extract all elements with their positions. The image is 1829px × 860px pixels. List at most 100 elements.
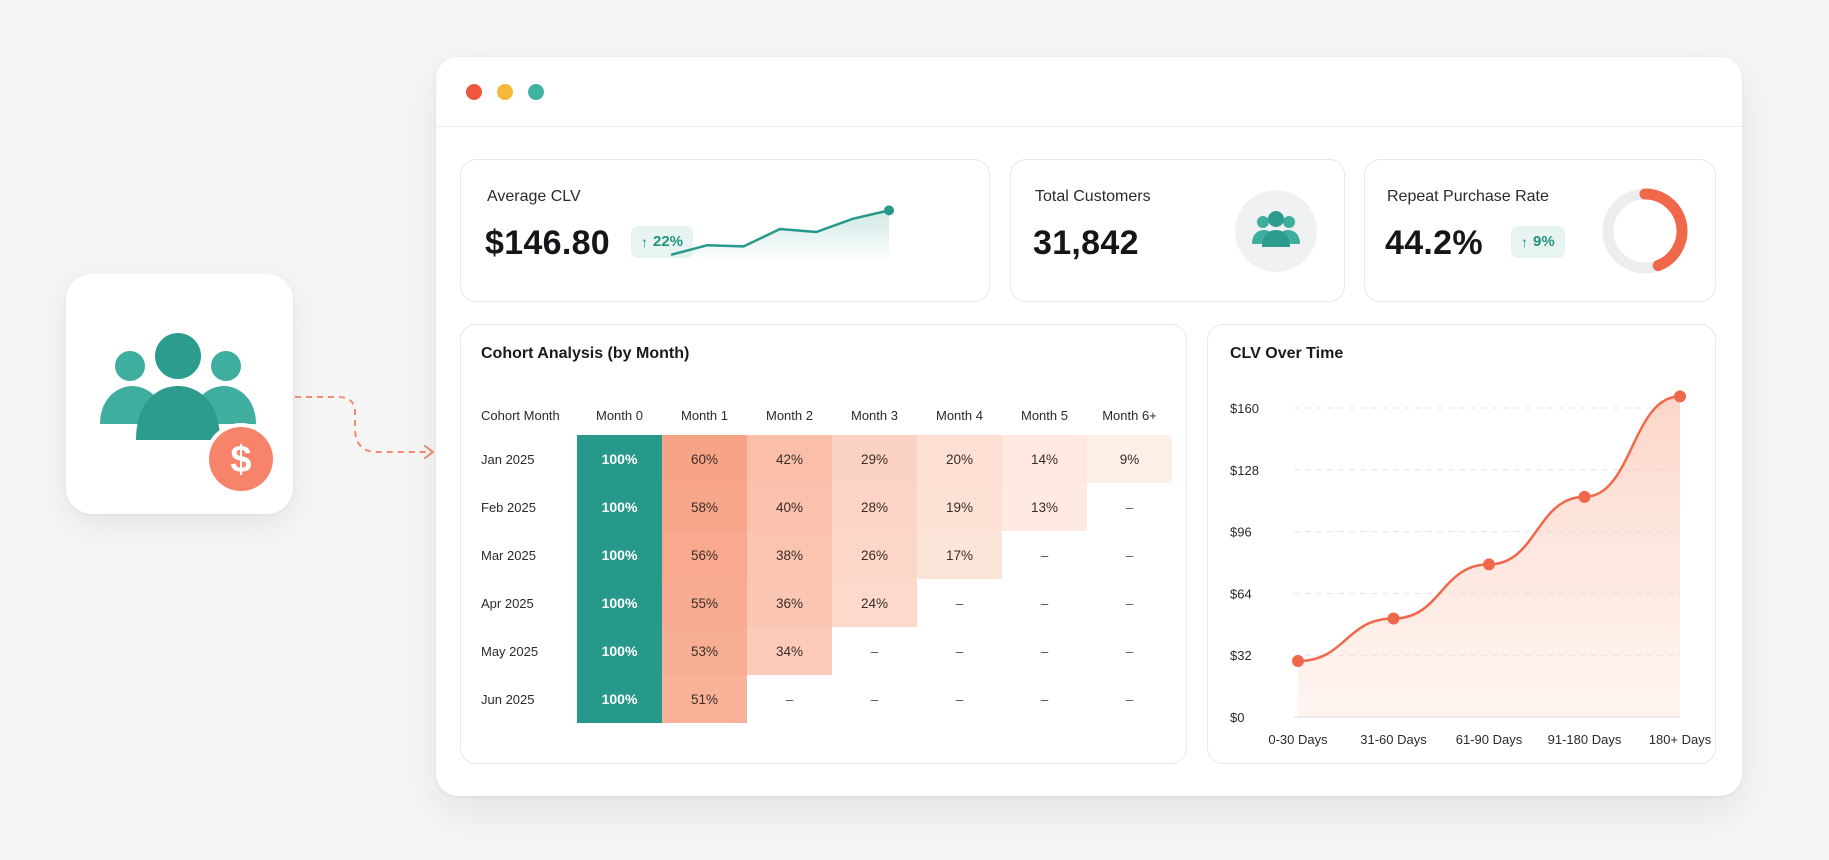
total-customers-card: Total Customers 31,842 <box>1010 159 1345 302</box>
cohort-cell: 9% <box>1087 435 1172 483</box>
cohort-header-row: Cohort Month Month 0 Month 1 Month 2 Month 3… <box>481 395 1172 435</box>
cohort-cell: – <box>870 691 879 707</box>
average-clv-label: Average CLV <box>487 188 581 205</box>
cohort-cell: 100% <box>577 483 662 531</box>
cohort-cell: 58% <box>662 483 747 531</box>
clv-chart-title: CLV Over Time <box>1230 345 1344 362</box>
cohort-cell: 29% <box>832 435 917 483</box>
people-icon <box>1252 211 1300 247</box>
dashboard-window: Average CLV $146.80 ↑ 22% Total Customer… <box>436 57 1742 796</box>
y-tick-label: $0 <box>1230 710 1244 725</box>
cohort-cell: 40% <box>747 483 832 531</box>
cohort-cell: 36% <box>747 579 832 627</box>
y-tick-label: $64 <box>1230 586 1252 601</box>
cohort-row: May 2025 100% 53% 34% – – – – <box>481 627 1172 675</box>
cohort-row: Jun 2025 100% 51% – – – – – <box>481 675 1172 723</box>
window-titlebar <box>436 57 1742 127</box>
cohort-column-header: Cohort Month <box>481 407 560 423</box>
cohort-row-label: Mar 2025 <box>481 547 536 563</box>
cohort-column-header: Month 0 <box>596 407 643 423</box>
cohort-cell: 100% <box>577 627 662 675</box>
cohort-cell: – <box>1040 643 1049 659</box>
cohort-cell: 42% <box>747 435 832 483</box>
cohort-cell: 100% <box>577 579 662 627</box>
cohort-cell: 53% <box>662 627 747 675</box>
dollar-symbol: $ <box>230 439 251 481</box>
cohort-cell: 26% <box>832 531 917 579</box>
minimize-window-button[interactable] <box>497 84 513 100</box>
maximize-window-button[interactable] <box>528 84 544 100</box>
cohort-row: Mar 2025 100% 56% 38% 26% 17% – – <box>481 531 1172 579</box>
clv-point <box>1483 558 1495 571</box>
cohort-cell: 24% <box>832 579 917 627</box>
y-tick-label: $160 <box>1230 401 1259 416</box>
cohort-cell: 51% <box>662 675 747 723</box>
ring-progress <box>1639 188 1688 272</box>
people-icon-circle <box>1235 190 1317 272</box>
connector-arrow <box>295 396 434 459</box>
average-clv-change: 22% <box>653 233 684 250</box>
repeat-purchase-rate-value: 44.2% <box>1385 224 1483 262</box>
app-icon-tile[interactable]: $ <box>66 274 293 514</box>
clv-over-time-card: CLV Over Time $0 $32 $64 $96 $128 $160 0-30 Da… <box>1207 324 1716 764</box>
cohort-cell: 60% <box>662 435 747 483</box>
repeat-purchase-rate-card: Repeat Purchase Rate 44.2% ↑ 9% <box>1364 159 1716 302</box>
cohort-cell: – <box>785 691 794 707</box>
cohort-row-label: Jan 2025 <box>481 451 535 467</box>
cohort-cell: – <box>1125 691 1134 707</box>
cohort-cell: 100% <box>577 531 662 579</box>
cohort-row: Apr 2025 100% 55% 36% 24% – – – <box>481 579 1172 627</box>
cohort-cell: 13% <box>1002 483 1087 531</box>
total-customers-label: Total Customers <box>1035 188 1151 205</box>
arrow-up-icon: ↑ <box>1521 234 1528 250</box>
cohort-cell: 100% <box>577 675 662 723</box>
sparkline-line <box>670 209 890 257</box>
cohort-cell: 100% <box>577 435 662 483</box>
average-clv-card: Average CLV $146.80 ↑ 22% <box>460 159 990 302</box>
cohort-cell: – <box>955 595 964 611</box>
cohort-cell: – <box>1040 595 1049 611</box>
cohort-column-header: Month 5 <box>1021 407 1068 423</box>
cohort-cell: 55% <box>662 579 747 627</box>
clv-area <box>1298 396 1680 717</box>
clv-point <box>1674 390 1686 403</box>
clv-point <box>1292 654 1304 667</box>
cohort-row-label: Apr 2025 <box>481 595 534 611</box>
cohort-row: Jan 2025 100% 60% 42% 29% 20% 14% 9% <box>481 435 1172 483</box>
x-tick-label: 180+ Days <box>1649 732 1712 747</box>
cohort-row-label: Feb 2025 <box>481 499 536 515</box>
x-tick-label: 61-90 Days <box>1456 732 1523 747</box>
arrow-up-icon: ↑ <box>641 234 648 250</box>
sparkline-area <box>671 210 889 262</box>
x-tick-label: 31-60 Days <box>1360 732 1427 747</box>
y-tick-label: $32 <box>1230 648 1252 663</box>
x-tick-label: 0-30 Days <box>1268 732 1328 747</box>
cohort-cell: – <box>870 643 879 659</box>
y-tick-label: $128 <box>1230 463 1259 478</box>
cohort-row-label: May 2025 <box>481 643 539 659</box>
close-window-button[interactable] <box>466 84 482 100</box>
cohort-column-header: Month 6+ <box>1102 407 1157 423</box>
cohort-cell: 20% <box>917 435 1002 483</box>
cohort-row: Feb 2025 100% 58% 40% 28% 19% 13% – <box>481 483 1172 531</box>
repeat-rate-change-badge: ↑ 9% <box>1511 226 1565 258</box>
clv-point <box>1387 612 1400 625</box>
cohort-cell: 34% <box>747 627 832 675</box>
cohort-column-header: Month 3 <box>851 407 898 423</box>
cohort-cell: – <box>1125 595 1134 611</box>
cohort-cell: 56% <box>662 531 747 579</box>
cohort-column-header: Month 2 <box>766 407 813 423</box>
cohort-cell: 17% <box>917 531 1002 579</box>
cohort-cell: – <box>1125 499 1134 515</box>
cohort-cell: – <box>955 691 964 707</box>
cohort-cell: – <box>955 643 964 659</box>
clv-point <box>1578 490 1591 503</box>
x-tick-label: 91-180 Days <box>1548 732 1622 747</box>
total-customers-value: 31,842 <box>1033 224 1139 262</box>
cohort-title: Cohort Analysis (by Month) <box>481 345 690 362</box>
cohort-column-header: Month 1 <box>681 407 728 423</box>
cohort-cell: 28% <box>832 483 917 531</box>
repeat-rate-ring <box>1602 188 1688 274</box>
clv-over-time-chart: $0 $32 $64 $96 $128 $160 0-30 Days 31-60 Days 61… <box>1230 390 1712 747</box>
